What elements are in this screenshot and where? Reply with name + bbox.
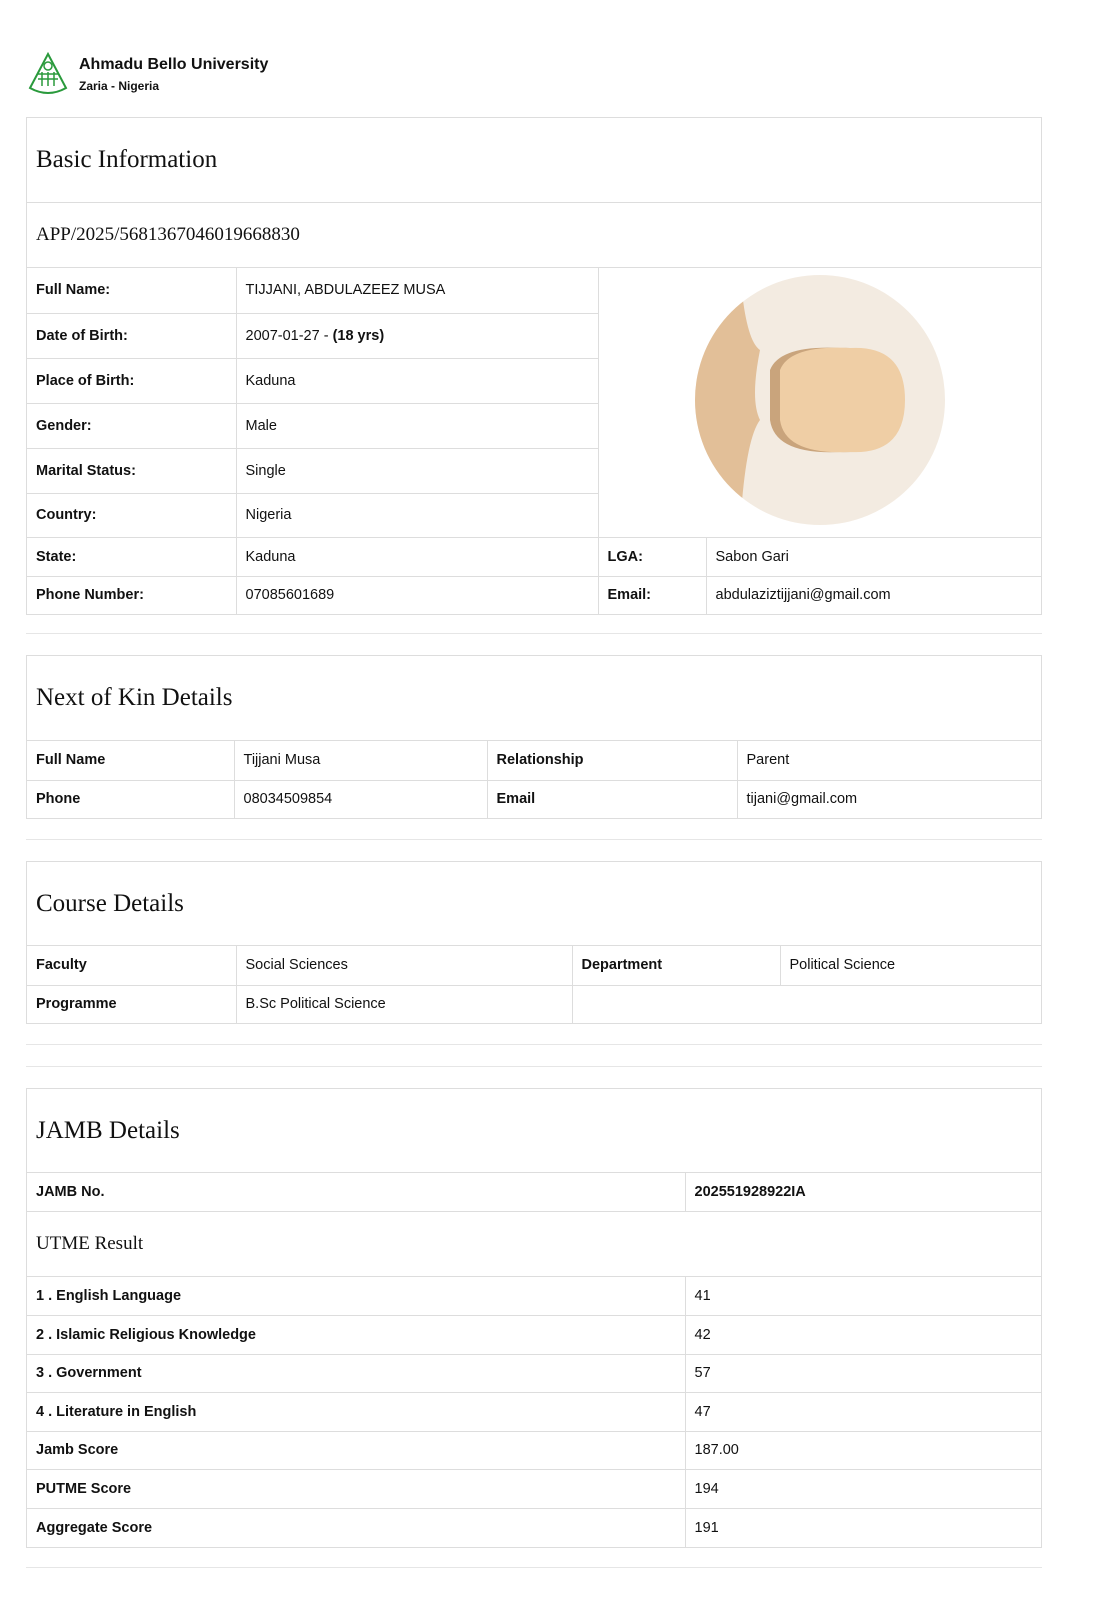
score: 47 <box>684 1392 1041 1432</box>
value: tijani@gmail.com <box>736 779 1041 818</box>
course-table: Faculty Social Sciences Department Politica… <box>27 946 1041 1023</box>
score: 57 <box>684 1353 1041 1393</box>
kin-table: Full Name Tijjani Musa Relationship Parent … <box>27 741 1041 818</box>
basic-info-table: Full Name: TIJJANI, ABDULAZEEZ MUSA Date … <box>27 268 1041 614</box>
subject: 4 . Literature in English <box>27 1392 686 1432</box>
next-of-kin-section: Next of Kin Details Full Name Tijjani Mus… <box>26 655 1042 819</box>
utme-table: 1 . English Language 41 2 . Islamic Relig… <box>27 1277 1041 1547</box>
email-value: abdulaziztijjani@gmail.com <box>705 575 1041 614</box>
subject: 2 . Islamic Religious Knowledge <box>27 1315 686 1355</box>
divider <box>26 1044 1042 1045</box>
university-logo-icon <box>28 52 68 94</box>
label: Email <box>486 779 738 818</box>
divider <box>26 1567 1042 1568</box>
value: Parent <box>736 741 1041 781</box>
dob-date: 2007-01-27 - <box>245 327 333 344</box>
label: Relationship <box>486 741 738 781</box>
score: 42 <box>684 1315 1041 1355</box>
jamb-score-label: Jamb Score <box>27 1430 686 1470</box>
value: Political Science <box>779 946 1041 986</box>
putme-score-label: PUTME Score <box>27 1469 686 1509</box>
value: 08034509854 <box>233 779 488 818</box>
label: Programme <box>27 984 237 1023</box>
phone-value: 07085601689 <box>235 575 599 614</box>
subject: 3 . Government <box>27 1353 686 1393</box>
application-number: APP/2025/5681367046019668830 <box>27 203 1041 268</box>
label: LGA: <box>597 536 707 577</box>
age: (18 yrs) <box>332 327 385 344</box>
putme-score: 194 <box>684 1469 1041 1509</box>
full-name-value: TIJJANI, ABDULAZEEZ MUSA <box>235 268 599 314</box>
label: Full Name <box>27 741 235 781</box>
utme-result-title: UTME Result <box>27 1211 1041 1277</box>
label: Email: <box>597 575 707 614</box>
value: Male <box>235 402 598 449</box>
university-name: Ahmadu Bello University <box>79 56 269 73</box>
label: Country: <box>27 492 237 538</box>
section-title: Next of Kin Details <box>27 656 1041 741</box>
label: Phone Number: <box>27 575 237 614</box>
value: Tijjani Musa <box>233 741 488 781</box>
aggregate-score-label: Aggregate Score <box>27 1507 686 1547</box>
passport-photo <box>597 268 1041 538</box>
divider <box>26 1066 1042 1067</box>
label: State: <box>27 536 237 577</box>
section-title: Basic Information <box>27 118 1041 203</box>
value: B.Sc Political Science <box>235 984 573 1023</box>
divider <box>26 633 1042 634</box>
university-location: Zaria - Nigeria <box>79 79 160 93</box>
jamb-score: 187.00 <box>684 1430 1041 1470</box>
label: Place of Birth: <box>27 357 237 404</box>
basic-information-section: Basic Information APP/2025/5681367046019… <box>26 117 1042 615</box>
label: JAMB No. <box>27 1173 686 1211</box>
score: 41 <box>684 1277 1041 1316</box>
dob-value: 2007-01-27 - (18 yrs) <box>235 312 598 359</box>
section-title: Course Details <box>27 862 1041 946</box>
header: Ahmadu Bello University Zaria - Nigeria <box>26 52 268 96</box>
subject: 1 . English Language <box>27 1277 686 1316</box>
empty-cell <box>571 984 1041 1023</box>
aggregate-score: 191 <box>684 1507 1041 1547</box>
label: Date of Birth: <box>27 312 237 359</box>
value: Kaduna <box>235 357 598 404</box>
label: Phone <box>27 779 235 818</box>
section-title: JAMB Details <box>27 1089 1041 1173</box>
label: Gender: <box>27 402 237 449</box>
value: Nigeria <box>235 492 598 538</box>
jamb-table: JAMB No. 202551928922IA <box>27 1173 1041 1211</box>
jamb-number: 202551928922IA <box>684 1173 1041 1211</box>
value: Social Sciences <box>235 946 573 986</box>
course-details-section: Course Details Faculty Social Sciences Dep… <box>26 861 1042 1024</box>
avatar-photo-icon <box>694 275 945 526</box>
state-value: Kaduna <box>235 536 599 577</box>
label: Marital Status: <box>27 447 237 494</box>
divider <box>26 839 1042 840</box>
label: Full Name: <box>27 268 237 314</box>
lga-value: Sabon Gari <box>705 536 1041 577</box>
label: Department <box>571 946 781 986</box>
label: Faculty <box>27 946 237 986</box>
jamb-details-section: JAMB Details JAMB No. 202551928922IA UTME… <box>26 1088 1042 1548</box>
value: Single <box>235 447 598 494</box>
